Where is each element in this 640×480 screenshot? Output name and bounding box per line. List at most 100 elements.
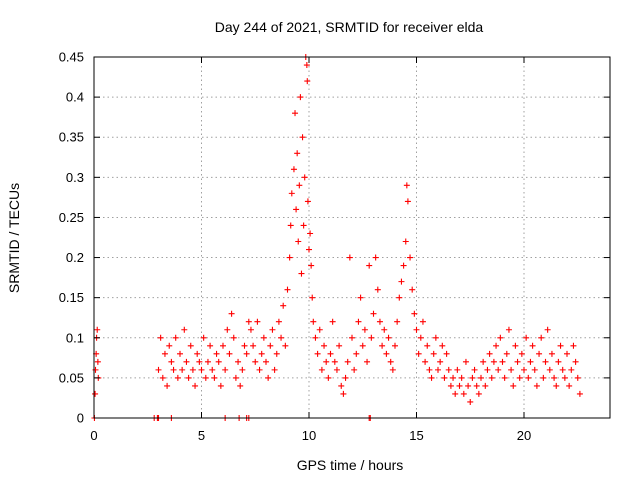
data-point <box>432 334 439 341</box>
data-point <box>392 342 398 349</box>
data-point <box>445 366 452 373</box>
y-axis-label: SRMTID / TECUs <box>6 183 22 293</box>
grid <box>94 57 610 418</box>
data-point <box>469 374 476 381</box>
data-point <box>516 374 523 381</box>
y-tick-label: 0.25 <box>59 210 84 225</box>
data-point <box>568 366 575 373</box>
data-point <box>237 382 244 389</box>
data-point <box>454 366 461 373</box>
data-point <box>428 374 435 381</box>
data-point <box>417 334 424 341</box>
data-point <box>189 366 196 373</box>
data-point <box>321 342 328 349</box>
x-tick-label: 5 <box>198 428 205 443</box>
data-point <box>232 374 239 381</box>
data-point <box>495 366 502 373</box>
data-point <box>287 222 294 229</box>
data-point <box>198 366 205 373</box>
data-point <box>462 358 469 365</box>
data-point <box>370 310 377 317</box>
data-point <box>471 366 478 373</box>
data-point <box>499 358 506 365</box>
data-point <box>192 382 199 389</box>
data-point <box>260 334 267 341</box>
data-point <box>559 366 566 373</box>
data-point <box>501 374 508 381</box>
y-tick-label: 0.15 <box>59 290 84 305</box>
data-point <box>273 350 280 357</box>
data-point <box>94 358 101 365</box>
data-point <box>294 150 301 157</box>
x-tick-label: 20 <box>517 428 531 443</box>
data-point <box>351 366 358 373</box>
data-point <box>333 366 340 373</box>
data-point <box>576 390 583 397</box>
data-point <box>254 318 261 325</box>
data-point <box>531 366 538 373</box>
y-tick-label: 0.35 <box>59 130 84 145</box>
y-tick-label: 0.1 <box>66 330 84 345</box>
data-point <box>307 230 314 237</box>
data-point <box>478 374 484 381</box>
data-point <box>512 342 519 349</box>
data-point <box>419 318 426 325</box>
data-point <box>529 342 536 349</box>
data-point <box>411 310 418 317</box>
data-point <box>366 262 373 269</box>
data-point <box>542 358 549 365</box>
data-point <box>553 382 560 389</box>
data-point <box>368 334 375 341</box>
data-point <box>179 366 186 373</box>
data-point <box>280 302 287 309</box>
data-point <box>484 366 491 373</box>
data-point <box>353 350 360 357</box>
data-point <box>400 262 407 269</box>
data-point <box>275 318 282 325</box>
data-point <box>282 342 289 349</box>
data-point <box>222 366 229 373</box>
data-point <box>475 390 482 397</box>
y-tick-label: 0.2 <box>66 250 84 265</box>
data-point <box>293 206 300 213</box>
data-point <box>398 278 405 285</box>
data-point <box>267 342 274 349</box>
data-point <box>505 326 512 333</box>
data-point <box>443 350 450 357</box>
data-point <box>465 382 472 389</box>
data-point <box>196 358 203 365</box>
data-point <box>359 342 366 349</box>
data-point <box>456 382 463 389</box>
data-point <box>155 366 162 373</box>
data-point <box>304 198 311 205</box>
data-point <box>194 350 201 357</box>
data-point <box>185 374 192 381</box>
data-point <box>570 342 577 349</box>
data-point <box>566 382 573 389</box>
data-point <box>168 358 175 365</box>
data-point <box>490 358 497 365</box>
data-point <box>523 334 530 341</box>
data-point <box>346 254 353 261</box>
data-point <box>204 358 211 365</box>
data-point <box>548 350 555 357</box>
data-point <box>316 326 323 333</box>
data-point <box>170 366 177 373</box>
data-point <box>409 286 416 293</box>
y-tick-label: 0 <box>77 411 84 426</box>
data-point <box>544 326 551 333</box>
data-point <box>295 238 302 245</box>
chart-title: Day 244 of 2021, SRMTID for receiver eld… <box>215 19 484 35</box>
data-point <box>435 366 441 373</box>
data-point <box>217 382 224 389</box>
data-point <box>402 238 409 245</box>
data-point <box>226 350 233 357</box>
data-point <box>303 62 310 69</box>
data-point <box>327 350 334 357</box>
data-point <box>286 254 293 261</box>
data-point <box>338 382 345 389</box>
data-point <box>437 358 444 365</box>
data-point <box>213 350 220 357</box>
data-point <box>555 358 562 365</box>
y-tick-label: 0.4 <box>66 90 84 105</box>
